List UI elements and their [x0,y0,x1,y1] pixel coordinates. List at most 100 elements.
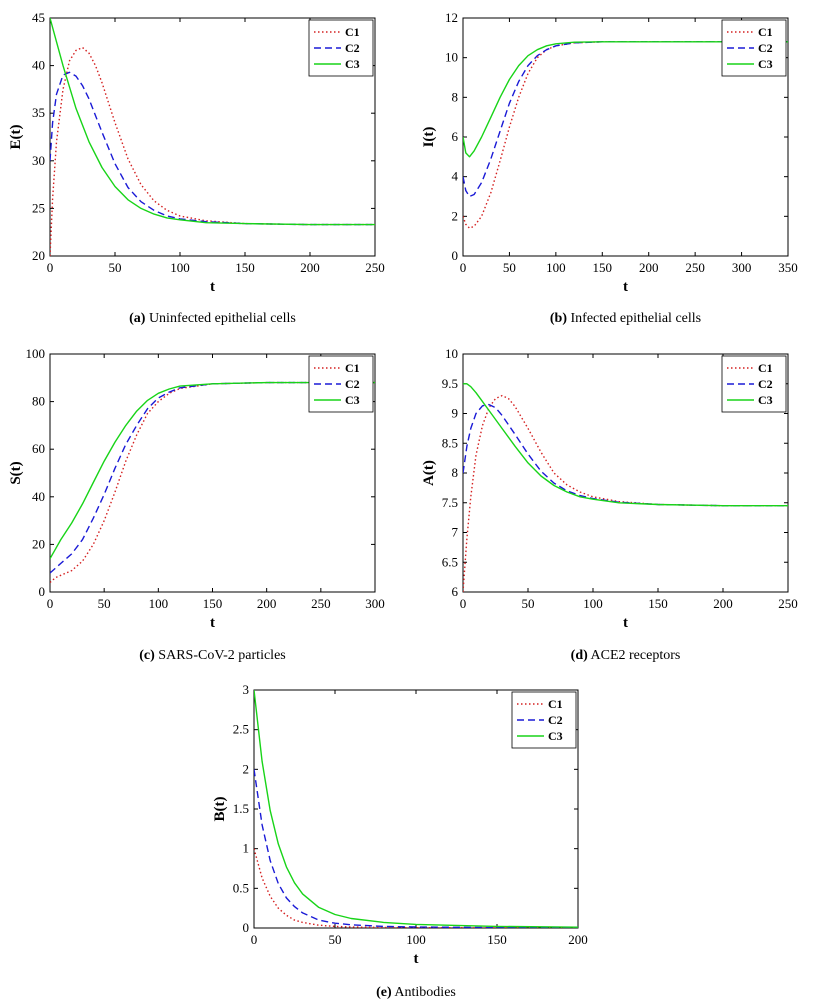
legend-label-c2: C2 [345,377,360,391]
x-axis-label: t [623,279,628,295]
y-tick-label: 8 [452,465,459,480]
x-tick-label: 250 [685,260,705,275]
series-line-c3 [50,381,375,560]
x-tick-label: 150 [593,260,613,275]
x-tick-label: 100 [406,932,426,947]
y-tick-label: 7.5 [442,495,458,510]
y-tick-label: 40 [32,489,45,504]
x-axis-label: t [623,615,628,631]
x-tick-label: 200 [568,932,588,947]
panel-caption: (b) Infected epithelial cells [550,311,701,326]
legend-label-c1: C1 [758,361,773,375]
x-tick-label: 0 [47,596,54,611]
legend-label-c3: C3 [758,393,773,407]
series-line-c2 [50,381,375,574]
y-tick-label: 1.5 [233,801,249,816]
y-axis-label: I(t) [421,127,437,148]
series-line-c1 [463,394,788,592]
caption-letter: (e) [376,985,392,999]
x-tick-label: 200 [257,596,277,611]
x-tick-label: 350 [778,260,798,275]
y-tick-label: 3 [243,682,250,697]
x-tick-label: 250 [778,596,798,611]
x-tick-label: 50 [329,932,342,947]
panel-caption: (a) Uninfected epithelial cells [129,311,296,326]
series-line-c2 [50,71,375,226]
x-tick-label: 100 [149,596,169,611]
caption-text: Uninfected epithelial cells [145,311,295,326]
plot-frame [49,17,376,257]
x-tick-label: 0 [460,596,467,611]
caption-text: ACE2 receptors [588,648,681,663]
y-tick-label: 2.5 [233,722,249,737]
series-line-c1 [254,848,578,928]
y-tick-label: 4 [452,169,459,184]
y-tick-label: 100 [26,346,46,361]
y-axis-label: A(t) [421,460,437,486]
x-axis-label: t [414,951,419,967]
y-tick-label: 9.5 [442,376,458,391]
panel-caption: (c) SARS-CoV-2 particles [139,648,285,663]
x-tick-label: 0 [251,932,258,947]
y-tick-label: 80 [32,394,45,409]
series-line-c2 [463,403,788,507]
caption-letter: (b) [550,311,567,326]
y-axis-label: S(t) [8,461,24,484]
caption-letter: (a) [129,311,146,326]
chart-panel-c: 0 50 100 150 200 250 300020406080100tS(t)C1C2C… [8,346,385,663]
y-tick-label: 6 [452,129,459,144]
x-tick-label: 150 [648,596,668,611]
legend-label-c1: C1 [345,361,360,375]
legend-label-c3: C3 [758,57,773,71]
series-line-c3 [463,383,788,507]
caption-text: Antibodies [392,985,456,999]
chart-panel-b: 0 50 100 150 200 250 300 350024681012tI(t)C1C2C… [421,10,798,326]
x-tick-label: 300 [732,260,752,275]
legend: C1 C2 C3 [511,691,577,749]
x-tick-label: 100 [170,260,190,275]
legend-label-c2: C2 [758,41,773,55]
legend-label-c1: C1 [758,25,773,39]
y-tick-label: 10 [445,346,458,361]
x-tick-label: 200 [639,260,659,275]
y-tick-label: 8 [452,89,459,104]
x-axis-label: t [210,615,215,631]
x-tick-label: 200 [713,596,733,611]
legend: C1 C2 C3 [721,355,787,413]
y-tick-label: 2 [243,761,250,776]
y-tick-label: 60 [32,441,45,456]
x-tick-label: 50 [98,596,111,611]
x-tick-label: 150 [203,596,223,611]
series-line-c3 [463,41,788,158]
legend-label-c2: C2 [758,377,773,391]
legend-label-c3: C3 [345,393,360,407]
caption-text: Infected epithelial cells [567,311,701,326]
x-tick-label: 100 [583,596,603,611]
x-tick-label: 300 [365,596,385,611]
y-tick-label: 12 [445,10,458,25]
legend-label-c1: C1 [345,25,360,39]
x-axis-label: t [210,279,215,295]
y-axis-label: B(t) [212,797,228,822]
y-tick-label: 0 [452,248,459,263]
x-tick-label: 150 [235,260,255,275]
series-line-c3 [50,18,375,226]
chart-panel-a: 0 50 100 150 200 250 20 25 30 35 40 45 t E(t) C1 C2 C3 (a… [8,10,385,326]
x-tick-label: 50 [522,596,535,611]
caption-text: SARS-CoV-2 particles [155,648,286,663]
x-tick-label: 150 [487,932,507,947]
x-tick-label: 50 [109,260,122,275]
x-tick-label: 0 [47,260,54,275]
y-axis-label: E(t) [8,125,24,150]
y-tick-label: 1 [243,841,250,856]
legend: C1 C2 C3 [721,19,787,77]
panel-caption: (d) ACE2 receptors [571,648,681,663]
y-tick-label: 45 [32,10,45,25]
panel-caption: (e) Antibodies [376,985,456,999]
y-tick-label: 9 [452,406,459,421]
legend: C1 C2 C3 [308,19,374,77]
y-tick-label: 30 [32,153,45,168]
y-tick-label: 6.5 [442,554,458,569]
x-tick-label: 50 [503,260,516,275]
y-tick-label: 40 [32,58,45,73]
